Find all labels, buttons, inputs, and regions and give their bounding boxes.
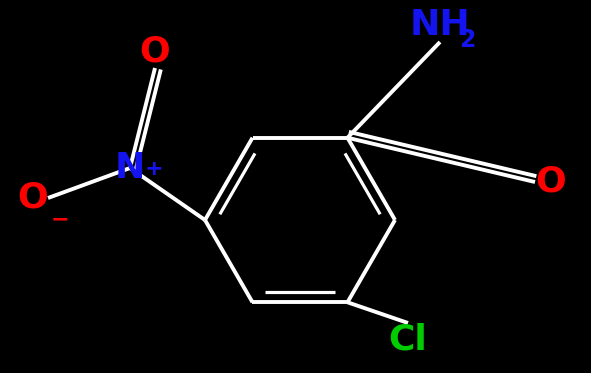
Text: N: N [115,151,145,185]
Text: −: − [51,209,70,229]
Text: O: O [535,165,566,199]
Text: Cl: Cl [389,323,427,357]
Text: O: O [17,181,48,215]
Text: NH: NH [410,8,470,42]
Text: O: O [139,34,170,68]
Text: +: + [144,159,163,179]
Text: 2: 2 [459,28,476,52]
